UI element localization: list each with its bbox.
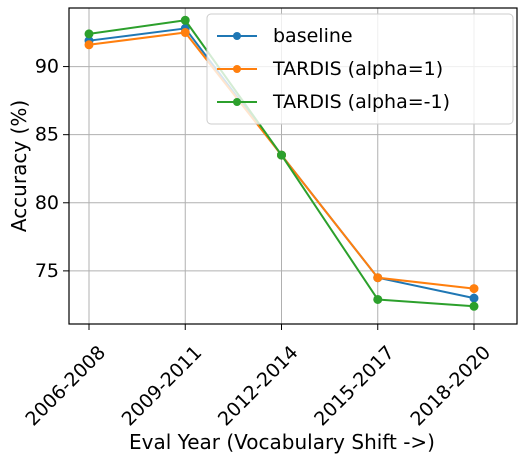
data-point bbox=[373, 294, 383, 304]
legend-box bbox=[206, 13, 514, 125]
data-point bbox=[469, 284, 479, 294]
legend-label: baseline bbox=[273, 25, 353, 47]
legend-marker bbox=[233, 32, 241, 40]
series-layer bbox=[84, 15, 479, 311]
y-axis-label: Accuracy (%) bbox=[7, 100, 31, 232]
data-point bbox=[277, 150, 286, 160]
legend-entry: TARDIS (alpha=-1) bbox=[217, 91, 450, 113]
plot-area-frame bbox=[68, 7, 518, 325]
legend-label: TARDIS (alpha=1) bbox=[272, 58, 443, 80]
legend-entry: TARDIS (alpha=1) bbox=[217, 58, 443, 80]
series-group bbox=[84, 15, 479, 311]
data-point bbox=[373, 273, 383, 283]
legend-label: TARDIS (alpha=-1) bbox=[272, 91, 450, 113]
data-point bbox=[469, 293, 479, 303]
x-tick-label: 2006-2008 bbox=[21, 342, 110, 431]
x-axis-ticks: 2006-2008 2009-2011 2012-2014 2015-2017 2018… bbox=[21, 324, 495, 430]
y-tick-label: 90 bbox=[35, 56, 59, 78]
legend: baseline TARDIS (alpha=1) TARDIS (alpha=-1… bbox=[206, 13, 514, 125]
x-axis-label: Eval Year (Vocabulary Shift ->) bbox=[129, 430, 435, 454]
x-tick-label: 2012-2014 bbox=[214, 342, 303, 431]
x-tick-label: 2015-2017 bbox=[310, 342, 399, 431]
data-point bbox=[180, 28, 190, 38]
y-tick-label: 85 bbox=[35, 124, 59, 146]
y-axis-ticks: 75 80 85 90 bbox=[35, 56, 69, 282]
y-tick-label: 80 bbox=[35, 192, 59, 214]
data-point bbox=[84, 40, 94, 50]
legend-marker bbox=[233, 98, 241, 106]
data-point bbox=[180, 15, 190, 25]
data-point bbox=[469, 301, 479, 311]
data-point bbox=[84, 29, 94, 39]
x-tick-label: 2009-2011 bbox=[118, 342, 207, 431]
legend-marker bbox=[233, 65, 241, 73]
x-tick-label: 2018-2020 bbox=[406, 342, 495, 431]
legend-entry: baseline bbox=[217, 25, 353, 47]
y-tick-label: 75 bbox=[35, 260, 59, 282]
